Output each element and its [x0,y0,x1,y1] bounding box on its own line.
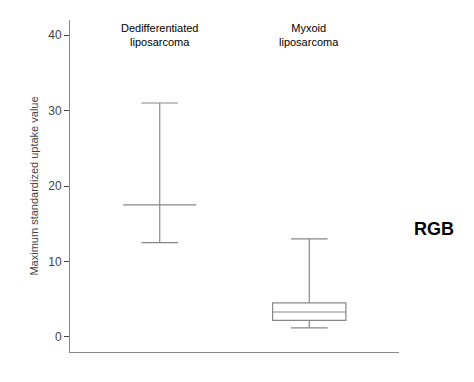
svg-text:RGB: RGB [414,219,454,239]
svg-text:Maximum standardized uptake va: Maximum standardized uptake value [28,96,40,275]
svg-text:0: 0 [55,330,62,344]
svg-text:20: 20 [48,179,62,193]
svg-text:40: 40 [48,28,62,42]
svg-text:10: 10 [48,255,62,269]
svg-text:Myxoidliposarcoma: Myxoidliposarcoma [279,22,339,48]
svg-text:30: 30 [48,104,62,118]
svg-text:Dedifferentiatedliposarcoma: Dedifferentiatedliposarcoma [121,22,198,48]
